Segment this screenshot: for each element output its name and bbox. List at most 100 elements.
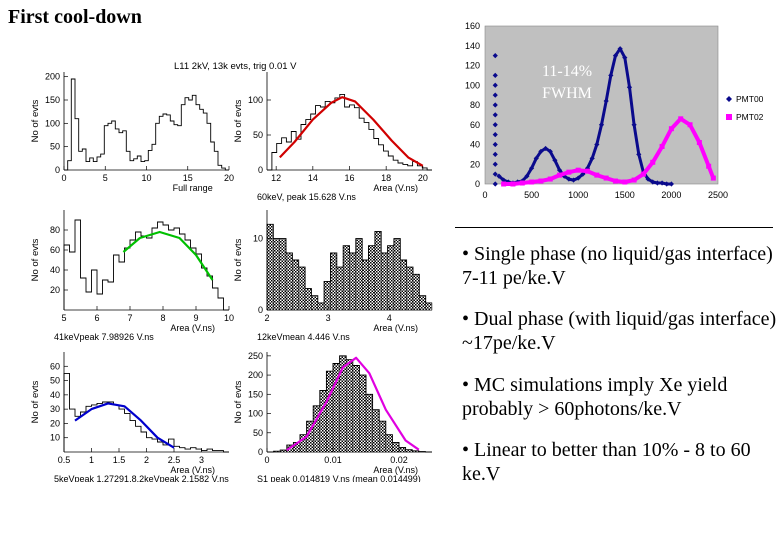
histogram-bar (123, 131, 127, 170)
x-tick-label: 0.02 (390, 455, 408, 465)
x-tick-label: 7 (127, 313, 132, 323)
data-point-pmt02 (650, 159, 656, 165)
histogram-bar (340, 94, 345, 170)
y-tick-label: 100 (248, 95, 263, 105)
y-tick-label: 100 (465, 80, 480, 90)
data-point-pmt00 (556, 167, 563, 173)
y-axis-label: No of evts (233, 238, 244, 281)
histogram-bar (169, 230, 175, 310)
histogram-bar (359, 118, 364, 170)
data-point-pmt00 (524, 173, 530, 179)
y-tick-label: 60 (470, 120, 480, 130)
y-tick-label: 40 (50, 390, 60, 400)
slide-title: First cool-down (8, 6, 142, 28)
data-point-pmt02 (594, 172, 600, 178)
y-tick-label: 50 (253, 130, 263, 140)
histogram-bar (202, 268, 208, 310)
histogram-bar (163, 445, 169, 452)
histogram-bar (191, 448, 197, 452)
histogram-bar (291, 132, 296, 171)
histogram-bar (304, 288, 312, 311)
histogram-bar (345, 107, 350, 170)
divider-line (455, 227, 773, 228)
histogram-bar (115, 129, 119, 170)
histogram-bar (119, 133, 123, 170)
histogram-bar (81, 278, 87, 310)
x-tick-label: 3 (199, 455, 204, 465)
histogram-panel-2: 0 50 100 12 14 16 18 20 No of evts Area (V.ns) 60k… (233, 72, 432, 202)
x-axis-label: Area (V.ns) (170, 465, 215, 475)
histogram-bar (174, 446, 180, 452)
histogram-bar (152, 439, 158, 452)
data-point-pmt02 (687, 122, 693, 128)
x-tick-label: 9 (193, 313, 198, 323)
histogram-bar (354, 108, 359, 170)
x-tick-label: 5 (103, 173, 108, 183)
histogram-bar (279, 238, 287, 311)
histogram-bar (156, 123, 160, 170)
histogram-bar (374, 139, 379, 171)
x-tick-label: 4 (387, 313, 392, 323)
y-tick-label: 160 (465, 21, 480, 31)
y-axis-label: No of evts (30, 238, 41, 281)
histogram-bar (163, 114, 167, 170)
histogram-bar (181, 105, 185, 170)
histogram-bar (207, 123, 211, 170)
histogram-bar (70, 409, 76, 452)
histogram-bar (196, 105, 200, 170)
data-point-pmt02 (501, 181, 507, 187)
histogram-bar (119, 262, 125, 310)
histogram-bar (364, 122, 369, 170)
histogram-bar (352, 365, 360, 453)
histogram-bar (400, 259, 407, 311)
fit-curve (122, 230, 214, 281)
bullet-single-phase: • Single phase (no liquid/gas interface)… (462, 243, 773, 289)
data-point-pmt00 (608, 72, 614, 78)
x-tick-label: 10 (224, 313, 234, 323)
histogram-bar (425, 302, 433, 311)
histogram-bar (79, 151, 83, 170)
histogram-bar (349, 252, 357, 311)
x-tick-label: 6 (94, 313, 99, 323)
y-tick-label: 60 (50, 361, 60, 371)
histogram-bar (379, 145, 384, 170)
histogram-bar (125, 248, 131, 310)
histogram-bar (147, 238, 153, 310)
data-point-pmt02 (640, 171, 646, 177)
histogram-bar (92, 405, 98, 452)
histogram-bar (180, 234, 186, 310)
y-tick-label: 10 (50, 433, 60, 443)
histogram-bar (379, 421, 387, 453)
x-tick-label: 1000 (568, 190, 588, 200)
data-point-pmt00 (631, 122, 637, 128)
histogram-bar (292, 259, 299, 311)
x-tick-label: 0 (482, 190, 487, 200)
histogram-outline (63, 219, 229, 311)
histogram-bar (218, 298, 224, 310)
y-tick-label: 100 (45, 118, 60, 128)
histogram-bar (319, 390, 327, 453)
histogram-grid: 0 50 100 150 200 0 5 10 15 20 No of evts Full range… (22, 52, 442, 482)
x-tick-label: 16 (344, 173, 354, 183)
x-tick-label: 15 (183, 173, 193, 183)
data-point-pmt00 (598, 122, 605, 128)
histogram-bar (174, 228, 180, 310)
y-tick-label: 150 (248, 389, 263, 399)
x-axis-label: Area (V.ns) (373, 183, 418, 193)
fit-curve (279, 96, 424, 167)
fwhm-annotation-line2: FWHM (542, 85, 592, 102)
y-tick-label: 80 (50, 225, 60, 235)
histogram-bar (320, 107, 325, 170)
histogram-bar (417, 166, 422, 170)
histogram-bar (112, 121, 116, 170)
y-tick-label: 50 (50, 142, 60, 152)
x-tick-label: 500 (524, 190, 539, 200)
histogram-panel-5: 10 20 30 40 50 60 0.5 1 1.5 2 2.5 3 No of evts Area (… (30, 352, 229, 482)
fit-curve (74, 402, 175, 449)
x-tick-label: 1500 (615, 190, 635, 200)
x-axis-label: Area (V.ns) (373, 323, 418, 333)
histogram-bar (393, 238, 401, 311)
histogram-bar (108, 402, 114, 452)
histogram-panel-6: 0 50 100 150 200 250 0 0.01 0.02 No of evts Area (… (233, 351, 432, 482)
